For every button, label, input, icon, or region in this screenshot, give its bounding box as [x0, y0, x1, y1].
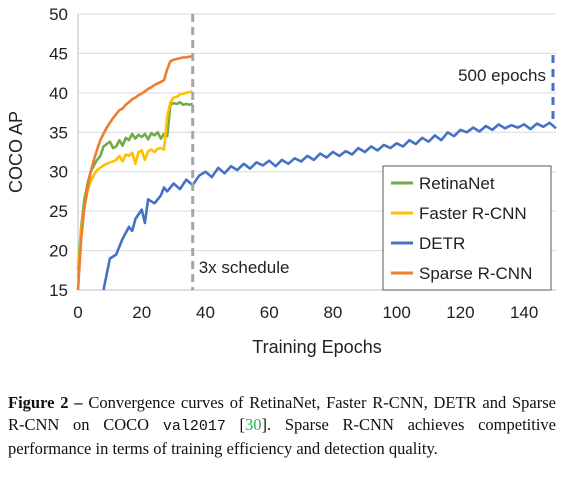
annotations: 3x schedule 500 epochs: [191, 14, 555, 290]
series-line-detr: [102, 121, 557, 291]
axes: 15 20 25 30 35 40 45 50 0 20 40 60 80 100 120 140 Traini…: [6, 5, 556, 357]
caption-text-3: ]. Sparse R-CNN achieves competitive per…: [8, 415, 556, 458]
series-line-faster-r-cnn: [76, 90, 194, 279]
caption-text-1: Convergence curves of RetinaNet, Faster …: [8, 393, 556, 434]
caption-reference-link[interactable]: 30: [245, 415, 262, 434]
x-tick-label: 20: [132, 303, 151, 322]
epochs-500-annotation: 500 epochs: [458, 66, 546, 85]
y-tick-label: 35: [49, 123, 68, 142]
legend-label: Sparse R-CNN: [419, 264, 532, 283]
x-tick-label: 100: [382, 303, 410, 322]
legend: RetinaNet Faster R-CNN DETR Sparse R-CNN: [382, 165, 552, 291]
x-tick-label: 60: [260, 303, 279, 322]
x-axis-title: Training Epochs: [252, 337, 381, 357]
series-line-sparse-r-cnn: [76, 55, 193, 291]
figure-caption: Figure 2 – Convergence curves of RetinaN…: [8, 392, 556, 460]
y-axis-title: COCO AP: [6, 111, 26, 193]
y-tick-label: 50: [49, 5, 68, 24]
x-tick-label: 120: [446, 303, 474, 322]
caption-text-2: [: [225, 415, 246, 434]
y-tick-label: 40: [49, 84, 68, 103]
caption-code: val2017: [162, 418, 226, 435]
y-tick-label: 15: [49, 281, 68, 300]
legend-label: Faster R-CNN: [419, 204, 527, 223]
x-tick-label: 0: [73, 303, 82, 322]
y-tick-label: 20: [49, 242, 68, 261]
schedule-annotation: 3x schedule: [199, 258, 290, 277]
series-lines: [76, 55, 557, 291]
caption-label: Figure 2 –: [8, 393, 83, 412]
y-tick-label: 30: [49, 163, 68, 182]
x-tick-label: 80: [323, 303, 342, 322]
x-tick-label: 40: [196, 303, 215, 322]
convergence-chart: 15 20 25 30 35 40 45 50 0 20 40 60 80 100 120 140 Traini…: [6, 5, 557, 357]
series-line-retinanet: [76, 101, 194, 271]
x-tick-label: 140: [510, 303, 538, 322]
y-tick-label: 25: [49, 202, 68, 221]
y-tick-label: 45: [49, 44, 68, 63]
legend-label: RetinaNet: [419, 174, 495, 193]
legend-label: DETR: [419, 234, 465, 253]
legend-box: [382, 165, 552, 291]
